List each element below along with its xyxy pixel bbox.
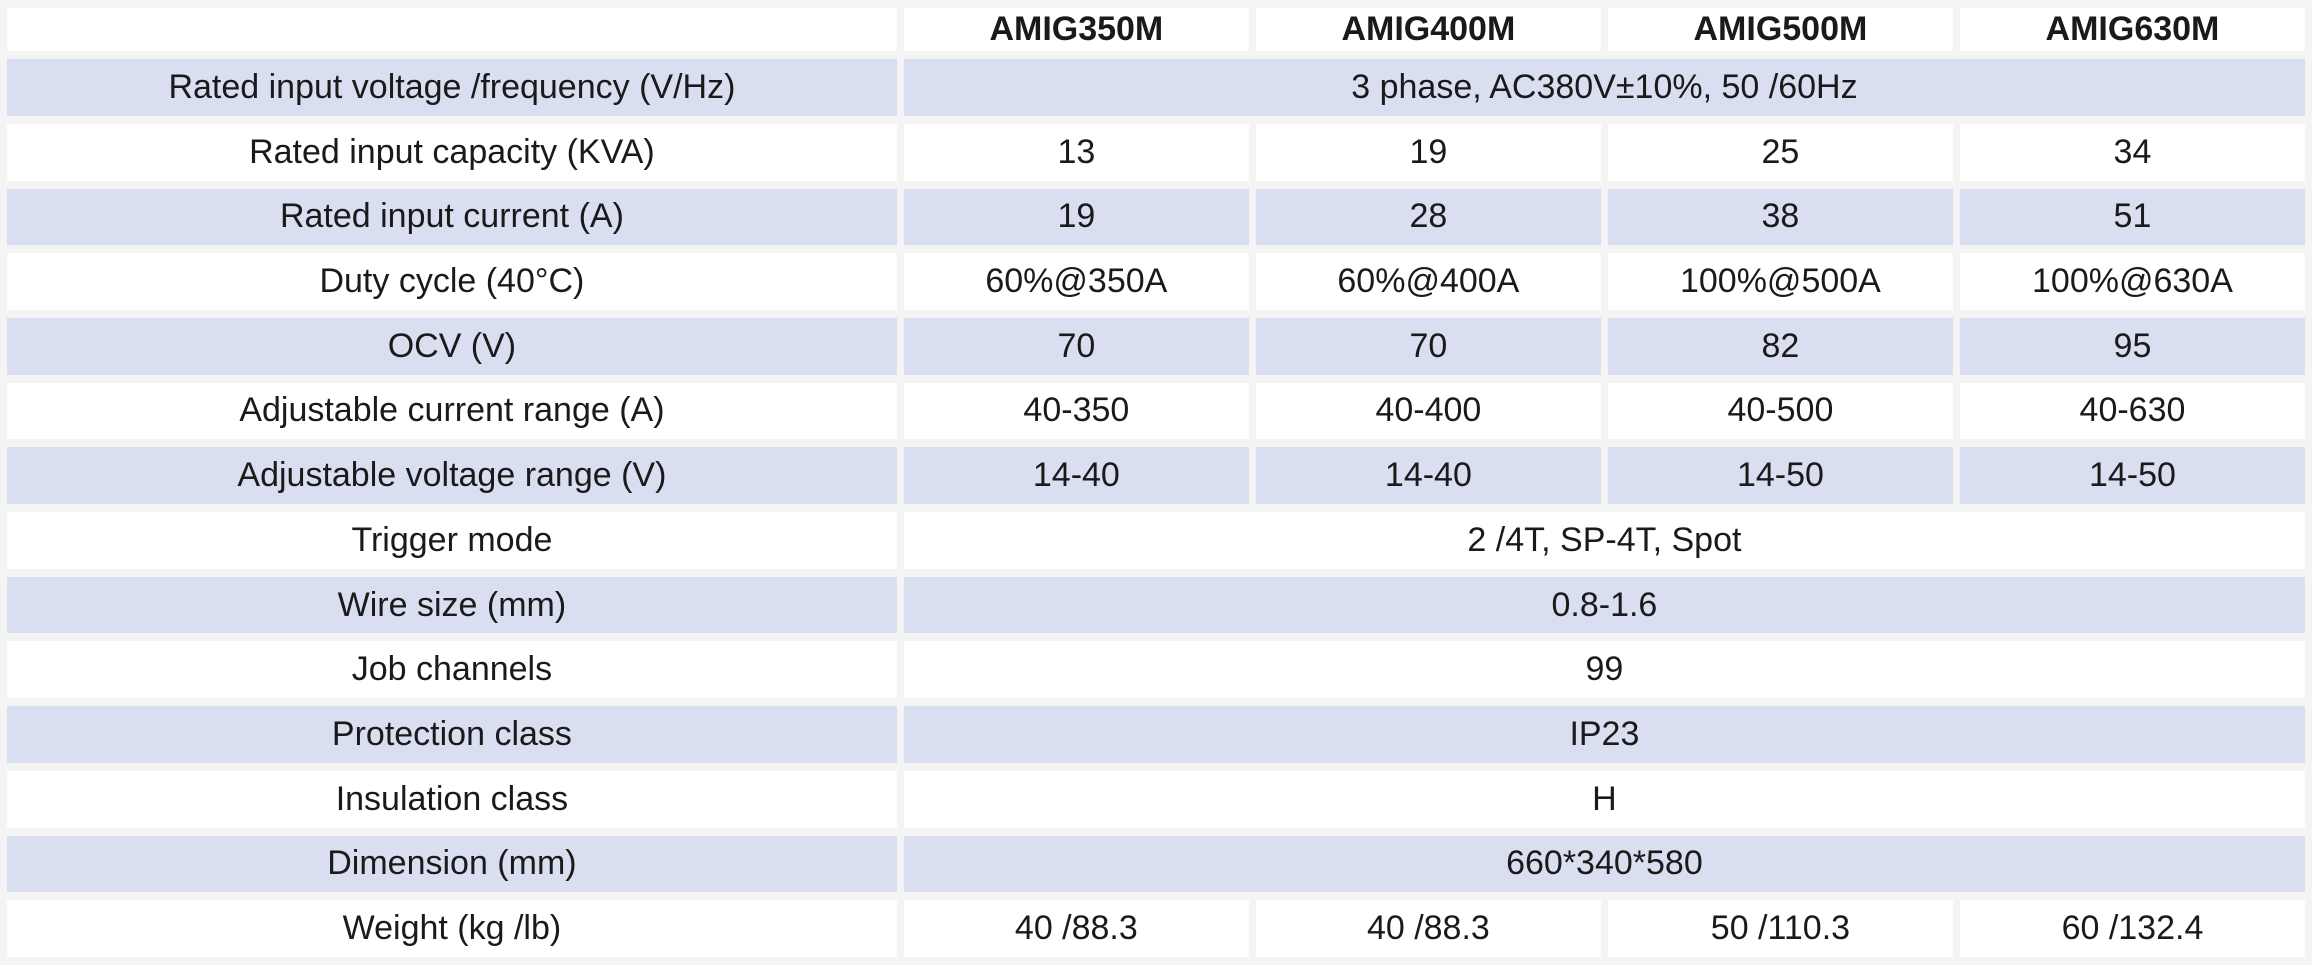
value-cell: 38 (1607, 188, 1953, 246)
table-row: Dimension (mm) 660*340*580 (7, 835, 2305, 893)
value-cell: 70 (903, 317, 1249, 375)
model-header-cell: AMIG630M (1959, 8, 2305, 52)
row-label-cell: Weight (kg /lb) (7, 900, 897, 957)
row-label-cell: OCV (V) (7, 317, 897, 375)
value-cell: 13 (903, 123, 1249, 181)
model-header-cell: AMIG400M (1255, 8, 1601, 52)
row-label-cell: Protection class (7, 706, 897, 763)
table-row: Job channels 99 (7, 641, 2305, 699)
value-cell: 34 (1959, 123, 2305, 181)
row-label-cell: Insulation class (7, 770, 897, 828)
row-label-cell: Dimension (mm) (7, 835, 897, 893)
value-cell: 14-50 (1959, 447, 2305, 505)
table-row: Adjustable current range (A) 40-350 40-400… (7, 382, 2305, 440)
table-body: Rated input voltage /frequency (V/Hz) 3 p… (7, 59, 2305, 957)
table-row: Insulation class H (7, 770, 2305, 828)
table-row: Adjustable voltage range (V) 14-40 14-40 14… (7, 447, 2305, 505)
merged-value-cell: 2 /4T, SP-4T, Spot (903, 512, 2305, 569)
value-cell: 70 (1255, 317, 1601, 375)
table-header: AMIG350M AMIG400M AMIG500M AMIG630M (7, 8, 2305, 52)
merged-value-cell: 99 (903, 641, 2305, 699)
row-label-cell: Rated input capacity (KVA) (7, 123, 897, 181)
value-cell: 19 (903, 188, 1249, 246)
value-cell: 82 (1607, 317, 1953, 375)
row-label-cell: Job channels (7, 641, 897, 699)
value-cell: 50 /110.3 (1607, 900, 1953, 957)
table-row: Rated input current (A) 19 28 38 51 (7, 188, 2305, 246)
table-row: OCV (V) 70 70 82 95 (7, 317, 2305, 375)
value-cell: 40-630 (1959, 382, 2305, 440)
value-cell: 60%@400A (1255, 253, 1601, 310)
value-cell: 40-500 (1607, 382, 1953, 440)
value-cell: 14-40 (903, 447, 1249, 505)
row-label-cell: Adjustable current range (A) (7, 382, 897, 440)
merged-value-cell: 3 phase, AC380V±10%, 50 /60Hz (903, 59, 2305, 116)
value-cell: 40 /88.3 (1255, 900, 1601, 957)
row-label-cell: Trigger mode (7, 512, 897, 569)
value-cell: 40-350 (903, 382, 1249, 440)
model-header-cell: AMIG350M (903, 8, 1249, 52)
model-header-cell: AMIG500M (1607, 8, 1953, 52)
header-row: AMIG350M AMIG400M AMIG500M AMIG630M (7, 8, 2305, 52)
merged-value-cell: IP23 (903, 706, 2305, 763)
row-label-cell: Rated input voltage /frequency (V/Hz) (7, 59, 897, 116)
table-row: Rated input voltage /frequency (V/Hz) 3 p… (7, 59, 2305, 116)
table-row: Wire size (mm) 0.8-1.6 (7, 576, 2305, 634)
corner-header-cell (7, 8, 897, 52)
table-row: Protection class IP23 (7, 706, 2305, 763)
value-cell: 28 (1255, 188, 1601, 246)
table-row: Weight (kg /lb) 40 /88.3 40 /88.3 50 /110.3… (7, 900, 2305, 957)
value-cell: 51 (1959, 188, 2305, 246)
table-row: Rated input capacity (KVA) 13 19 25 34 (7, 123, 2305, 181)
merged-value-cell: 0.8-1.6 (903, 576, 2305, 634)
row-label-cell: Duty cycle (40°C) (7, 253, 897, 310)
table-row: Duty cycle (40°C) 60%@350A 60%@400A 100%@50… (7, 253, 2305, 310)
value-cell: 60%@350A (903, 253, 1249, 310)
table-row: Trigger mode 2 /4T, SP-4T, Spot (7, 512, 2305, 569)
value-cell: 100%@500A (1607, 253, 1953, 310)
value-cell: 14-50 (1607, 447, 1953, 505)
value-cell: 19 (1255, 123, 1601, 181)
value-cell: 40 /88.3 (903, 900, 1249, 957)
merged-value-cell: H (903, 770, 2305, 828)
row-label-cell: Rated input current (A) (7, 188, 897, 246)
value-cell: 25 (1607, 123, 1953, 181)
value-cell: 95 (1959, 317, 2305, 375)
value-cell: 14-40 (1255, 447, 1601, 505)
value-cell: 40-400 (1255, 382, 1601, 440)
value-cell: 60 /132.4 (1959, 900, 2305, 957)
merged-value-cell: 660*340*580 (903, 835, 2305, 893)
row-label-cell: Adjustable voltage range (V) (7, 447, 897, 505)
value-cell: 100%@630A (1959, 253, 2305, 310)
row-label-cell: Wire size (mm) (7, 576, 897, 634)
